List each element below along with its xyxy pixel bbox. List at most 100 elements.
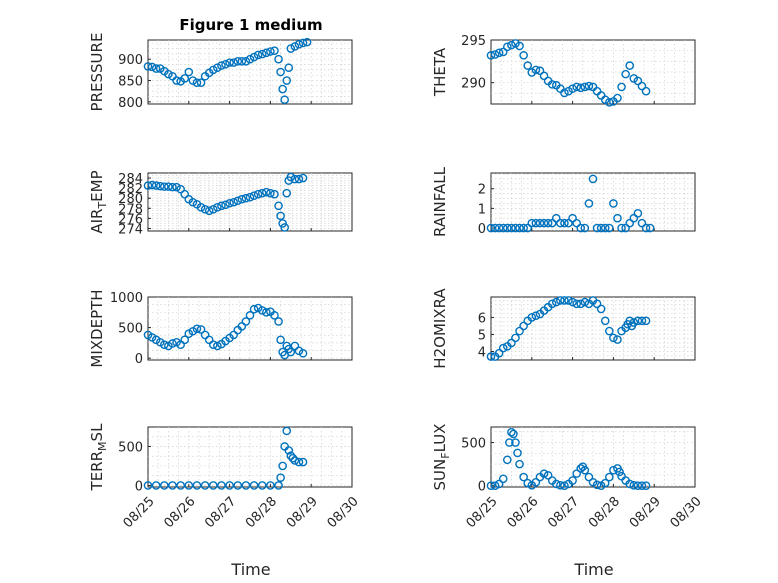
data-point xyxy=(276,335,285,345)
data-point xyxy=(294,457,304,467)
data-point xyxy=(600,316,610,326)
data-point xyxy=(519,51,528,60)
data-point xyxy=(266,47,275,56)
data-point xyxy=(172,182,181,192)
data-point xyxy=(560,218,569,228)
data-point xyxy=(180,74,190,83)
data-point xyxy=(494,223,504,233)
data-point xyxy=(605,97,614,107)
data-point xyxy=(560,88,569,98)
data-point xyxy=(257,188,267,198)
data-point xyxy=(605,472,614,482)
x-axis-label-left: Time xyxy=(230,560,270,579)
theta-axes: 290 295 THETA xyxy=(431,34,696,107)
data-point xyxy=(143,181,153,190)
data-point xyxy=(276,211,285,221)
data-point xyxy=(564,296,573,305)
data-point xyxy=(588,174,598,184)
data-point xyxy=(613,335,622,344)
data-point xyxy=(245,311,255,320)
data-point xyxy=(543,471,553,480)
data-point xyxy=(237,194,247,204)
data-point xyxy=(168,182,177,192)
data-point xyxy=(253,189,263,199)
data-point xyxy=(188,76,198,85)
x-axis-label-right: Time xyxy=(573,560,613,579)
data-point xyxy=(609,333,618,343)
y-tick-label: 500 xyxy=(461,437,486,452)
y-axis-label: SUNFLUX xyxy=(431,424,452,491)
data-point xyxy=(641,316,651,326)
data-point xyxy=(531,65,541,75)
data-point xyxy=(262,187,271,197)
data-point xyxy=(168,339,177,348)
data-point xyxy=(196,325,206,334)
y-tick-label: 284 xyxy=(118,172,143,187)
plot-area xyxy=(147,426,353,488)
data-point xyxy=(613,213,622,223)
data-point xyxy=(208,205,218,214)
data-point xyxy=(155,181,165,191)
data-point xyxy=(503,223,512,233)
data-point xyxy=(196,202,206,212)
y-tick-label: 900 xyxy=(118,53,143,68)
data-point xyxy=(290,456,300,465)
data-point xyxy=(543,218,553,228)
data-point xyxy=(523,478,533,488)
data-point xyxy=(168,481,177,490)
y-axis-label: MIXDEPTH xyxy=(88,289,106,367)
data-point xyxy=(580,297,590,307)
data-point xyxy=(266,481,275,490)
data-point xyxy=(208,481,218,490)
data-point xyxy=(180,189,190,199)
data-point xyxy=(245,54,255,64)
data-point xyxy=(615,467,624,477)
data-point xyxy=(494,348,504,358)
data-point xyxy=(245,192,255,202)
data-point xyxy=(298,348,308,358)
data-point xyxy=(633,481,643,491)
data-point xyxy=(160,481,169,490)
data-point xyxy=(576,464,586,473)
y-tick-label: 1000 xyxy=(110,291,143,306)
data-point xyxy=(257,481,267,490)
y-tick-label: 274 xyxy=(118,222,143,237)
data-point xyxy=(249,304,259,314)
data-point xyxy=(519,321,528,331)
data-point xyxy=(233,57,243,66)
data-point xyxy=(531,311,541,321)
data-point xyxy=(498,474,508,484)
data-point xyxy=(490,50,500,59)
y-tick-label: 0 xyxy=(135,479,143,494)
data-point xyxy=(241,317,251,326)
data-point xyxy=(580,82,590,92)
data-point xyxy=(213,202,222,212)
data-point xyxy=(249,52,259,62)
data-point xyxy=(633,209,643,218)
data-point xyxy=(625,316,635,326)
data-point xyxy=(233,481,243,490)
data-point xyxy=(282,188,292,198)
data-point xyxy=(213,63,222,73)
data-point xyxy=(519,472,528,482)
data-point xyxy=(284,63,294,73)
data-point xyxy=(572,299,581,309)
data-point xyxy=(486,481,496,491)
data-point xyxy=(274,201,283,211)
data-point xyxy=(551,297,561,307)
data-point xyxy=(286,347,296,357)
data-point xyxy=(576,223,586,233)
data-point xyxy=(486,51,496,60)
data-point xyxy=(241,57,251,66)
data-point xyxy=(294,39,304,49)
data-point xyxy=(511,438,520,447)
pressure-axes: 800 850 900 PRESSURE xyxy=(88,33,353,111)
data-point xyxy=(592,480,602,490)
data-point xyxy=(519,223,528,233)
data-point xyxy=(180,335,190,345)
data-point xyxy=(151,181,161,190)
data-point xyxy=(274,481,283,490)
data-point xyxy=(147,180,157,190)
data-point xyxy=(172,76,181,85)
y-tick-label: 0 xyxy=(478,480,486,495)
